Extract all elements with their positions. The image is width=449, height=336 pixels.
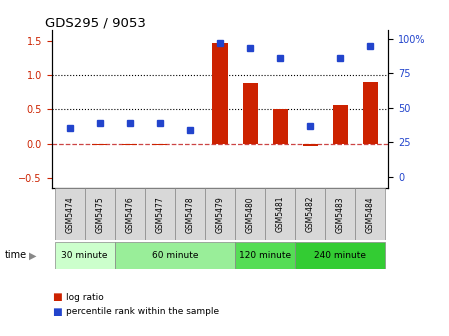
Text: ■: ■ — [52, 307, 62, 317]
Text: GSM5484: GSM5484 — [366, 196, 375, 233]
Bar — [145, 188, 175, 240]
Bar — [363, 82, 378, 143]
Bar — [85, 188, 115, 240]
Bar — [333, 105, 348, 143]
Text: GSM5479: GSM5479 — [216, 196, 224, 233]
Bar — [115, 242, 235, 269]
Text: GSM5481: GSM5481 — [276, 196, 285, 233]
Text: time: time — [4, 250, 26, 260]
Bar — [175, 188, 205, 240]
Bar — [295, 188, 325, 240]
Text: percentile rank within the sample: percentile rank within the sample — [66, 307, 220, 316]
Bar — [55, 188, 85, 240]
Bar — [295, 242, 385, 269]
Bar — [242, 83, 258, 143]
Text: ▶: ▶ — [29, 250, 36, 260]
Bar — [55, 242, 115, 269]
Text: 60 minute: 60 minute — [152, 251, 198, 260]
Bar — [182, 143, 198, 144]
Bar — [273, 109, 288, 143]
Bar — [303, 143, 318, 146]
Text: GSM5482: GSM5482 — [306, 196, 315, 233]
Text: GSM5483: GSM5483 — [336, 196, 345, 233]
Bar — [152, 143, 167, 145]
Text: 240 minute: 240 minute — [314, 251, 366, 260]
Bar — [205, 188, 235, 240]
Bar — [212, 43, 228, 143]
Text: GSM5476: GSM5476 — [125, 196, 134, 233]
Text: GSM5477: GSM5477 — [155, 196, 164, 233]
Text: log ratio: log ratio — [66, 293, 104, 302]
Text: GDS295 / 9053: GDS295 / 9053 — [45, 16, 146, 29]
Bar — [265, 188, 295, 240]
Bar — [122, 143, 137, 145]
Bar — [92, 143, 107, 145]
Bar — [235, 188, 265, 240]
Text: 120 minute: 120 minute — [239, 251, 291, 260]
Text: GSM5480: GSM5480 — [246, 196, 255, 233]
Bar — [325, 188, 355, 240]
Bar — [355, 188, 385, 240]
Bar — [115, 188, 145, 240]
Text: 30 minute: 30 minute — [62, 251, 108, 260]
Text: GSM5478: GSM5478 — [185, 196, 194, 233]
Text: ■: ■ — [52, 292, 62, 302]
Text: GSM5474: GSM5474 — [65, 196, 74, 233]
Text: GSM5475: GSM5475 — [95, 196, 104, 233]
Bar — [235, 242, 295, 269]
